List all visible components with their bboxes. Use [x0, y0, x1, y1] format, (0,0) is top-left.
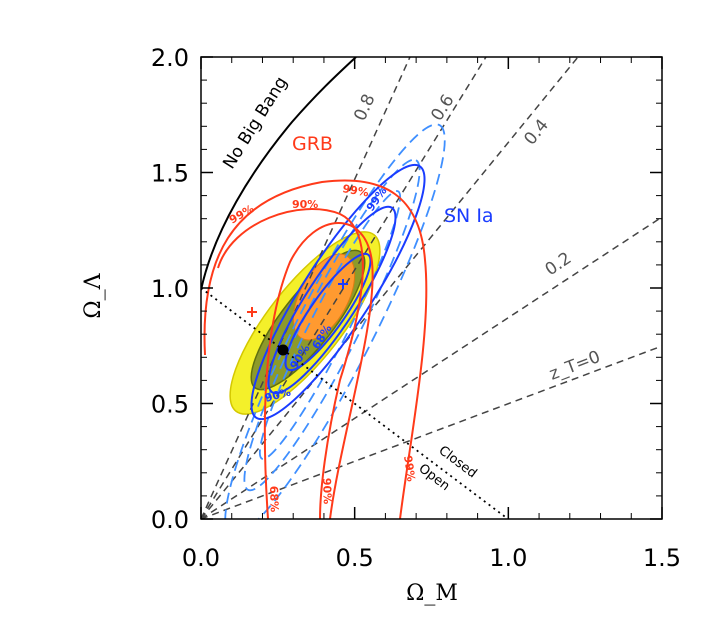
y-tick-label: 0.0	[151, 506, 189, 534]
grb-label: GRB	[292, 133, 333, 155]
sn-90-contour	[267, 205, 397, 395]
iso-redshift-label-0.8: 0.8	[350, 91, 379, 124]
x-axis-label: Ω_M	[406, 581, 458, 606]
sn-dashed-contours	[224, 123, 446, 519]
sn-best-fit-marker	[338, 279, 348, 289]
y-axis-ticks: 0.0 0.5 1.0 1.5 2.0	[151, 44, 662, 534]
sn-dashed-contour-mid	[243, 158, 421, 492]
grb-90-contour	[217, 208, 364, 519]
grb-contours	[203, 179, 428, 519]
x-tick-label: 1.0	[489, 544, 527, 572]
sn-99-contour	[250, 163, 426, 421]
iso-redshift-line-0.4	[201, 57, 579, 519]
combined-best-fit-marker	[277, 344, 289, 356]
open-label: Open	[416, 461, 453, 494]
y-tick-label: 2.0	[151, 44, 189, 72]
grb-68-contour	[263, 222, 374, 519]
sn-dashed-contour-outer	[224, 123, 446, 519]
x-axis-ticks: 0.0 0.5 1.0 1.5	[182, 57, 681, 572]
no-big-bang-curve	[201, 57, 357, 291]
plot-area: 99% 90% 99% 68% 90% 99% 99% 90% 68% 90%	[201, 57, 662, 519]
grb-level-label-90-bottom: 90%	[320, 478, 334, 505]
y-axis-label: Ω_Λ	[81, 272, 106, 318]
sn-dashed-contour-inner	[258, 190, 402, 460]
iso-redshift-label-0.2: 0.2	[542, 248, 576, 280]
best-fit-markers	[247, 279, 348, 356]
flat-universe-line	[201, 287, 509, 519]
grb-level-label-68-top: 99%	[341, 182, 369, 199]
y-tick-label: 1.0	[151, 275, 189, 303]
grb-level-label-99-left: 99%	[227, 202, 256, 226]
y-tick-label: 1.5	[151, 160, 189, 188]
grb-99-contour	[203, 179, 428, 519]
x-tick-label: 1.5	[643, 544, 681, 572]
grb-level-label-68-bottom: 68%	[267, 486, 281, 513]
iso-redshift-line-0.2	[201, 216, 662, 519]
sn-label: SN Ia	[444, 205, 494, 227]
no-big-bang-label: No Big Bang	[219, 73, 291, 172]
iso-redshift-line-0	[201, 345, 662, 519]
combined-confidence-regions	[229, 231, 381, 415]
x-tick-label: 0.5	[336, 544, 374, 572]
sn-68-contour	[284, 252, 372, 372]
grb-level-label-90-top: 90%	[292, 198, 318, 211]
iso-redshift-line-0.6	[201, 57, 487, 519]
iso-redshift-lines	[201, 57, 662, 519]
iso-redshift-line-0.8	[201, 57, 411, 519]
grb-level-label-99-bottom: 99%	[401, 455, 418, 483]
y-tick-label: 0.5	[151, 391, 189, 419]
sn-contours	[250, 163, 426, 421]
iso-redshift-label-0.4: 0.4	[520, 116, 553, 150]
grb-best-fit-marker	[247, 307, 257, 317]
iso-redshift-label-0.6: 0.6	[427, 91, 458, 125]
x-tick-label: 0.0	[182, 544, 220, 572]
